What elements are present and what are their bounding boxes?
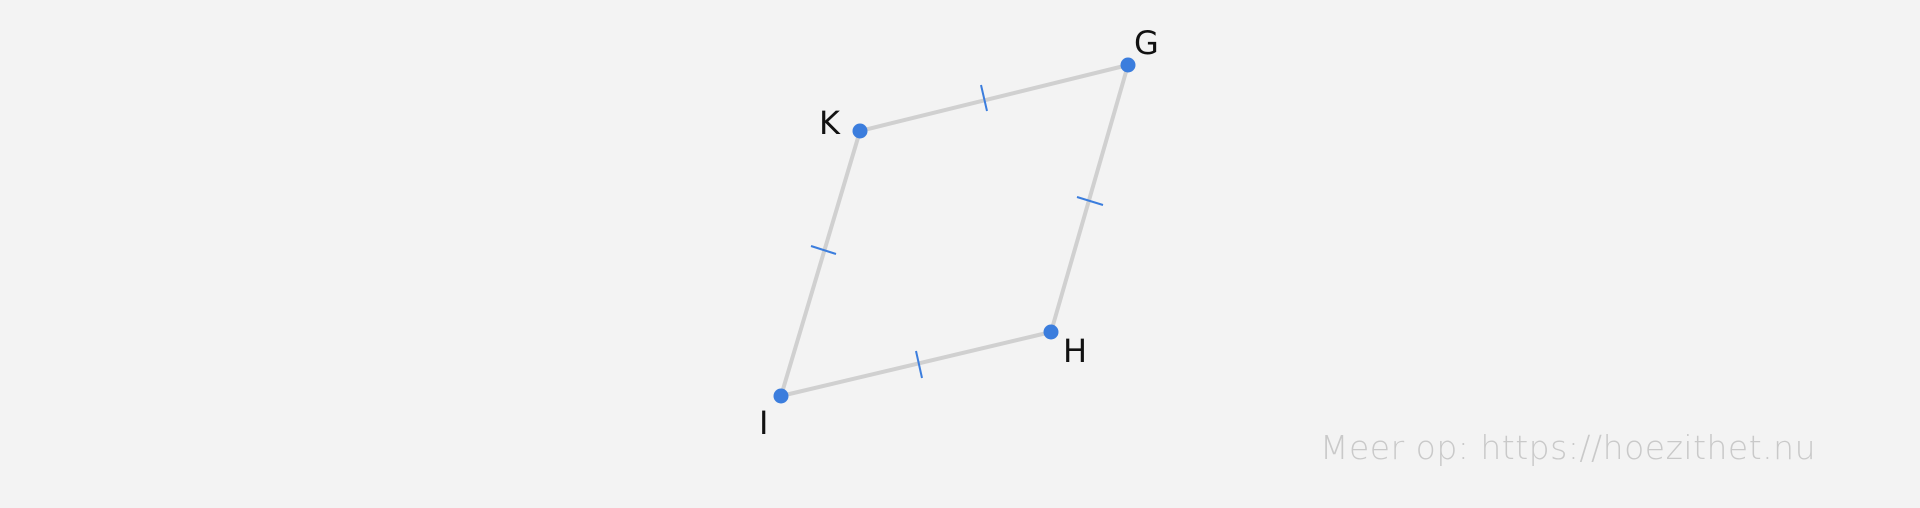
segment-gh [1049,63,1130,334]
watermark-text: Meer op: https://hoezithet.nu [1320,428,1816,467]
tick-mark-gh [1076,196,1104,206]
tick-mark-hi [915,350,923,379]
segment-ik [779,129,862,398]
label-h: H [1063,332,1087,370]
segment-hi [779,330,1053,398]
segment-kg [858,63,1130,133]
point-g [1120,57,1136,73]
label-k: K [819,104,841,142]
point-h [1043,324,1059,340]
point-i [773,388,789,404]
tick-mark-ik [810,245,837,255]
tick-mark-kg [980,84,988,112]
point-k [852,123,868,139]
label-g: G [1134,24,1159,62]
label-i: I [759,404,768,442]
